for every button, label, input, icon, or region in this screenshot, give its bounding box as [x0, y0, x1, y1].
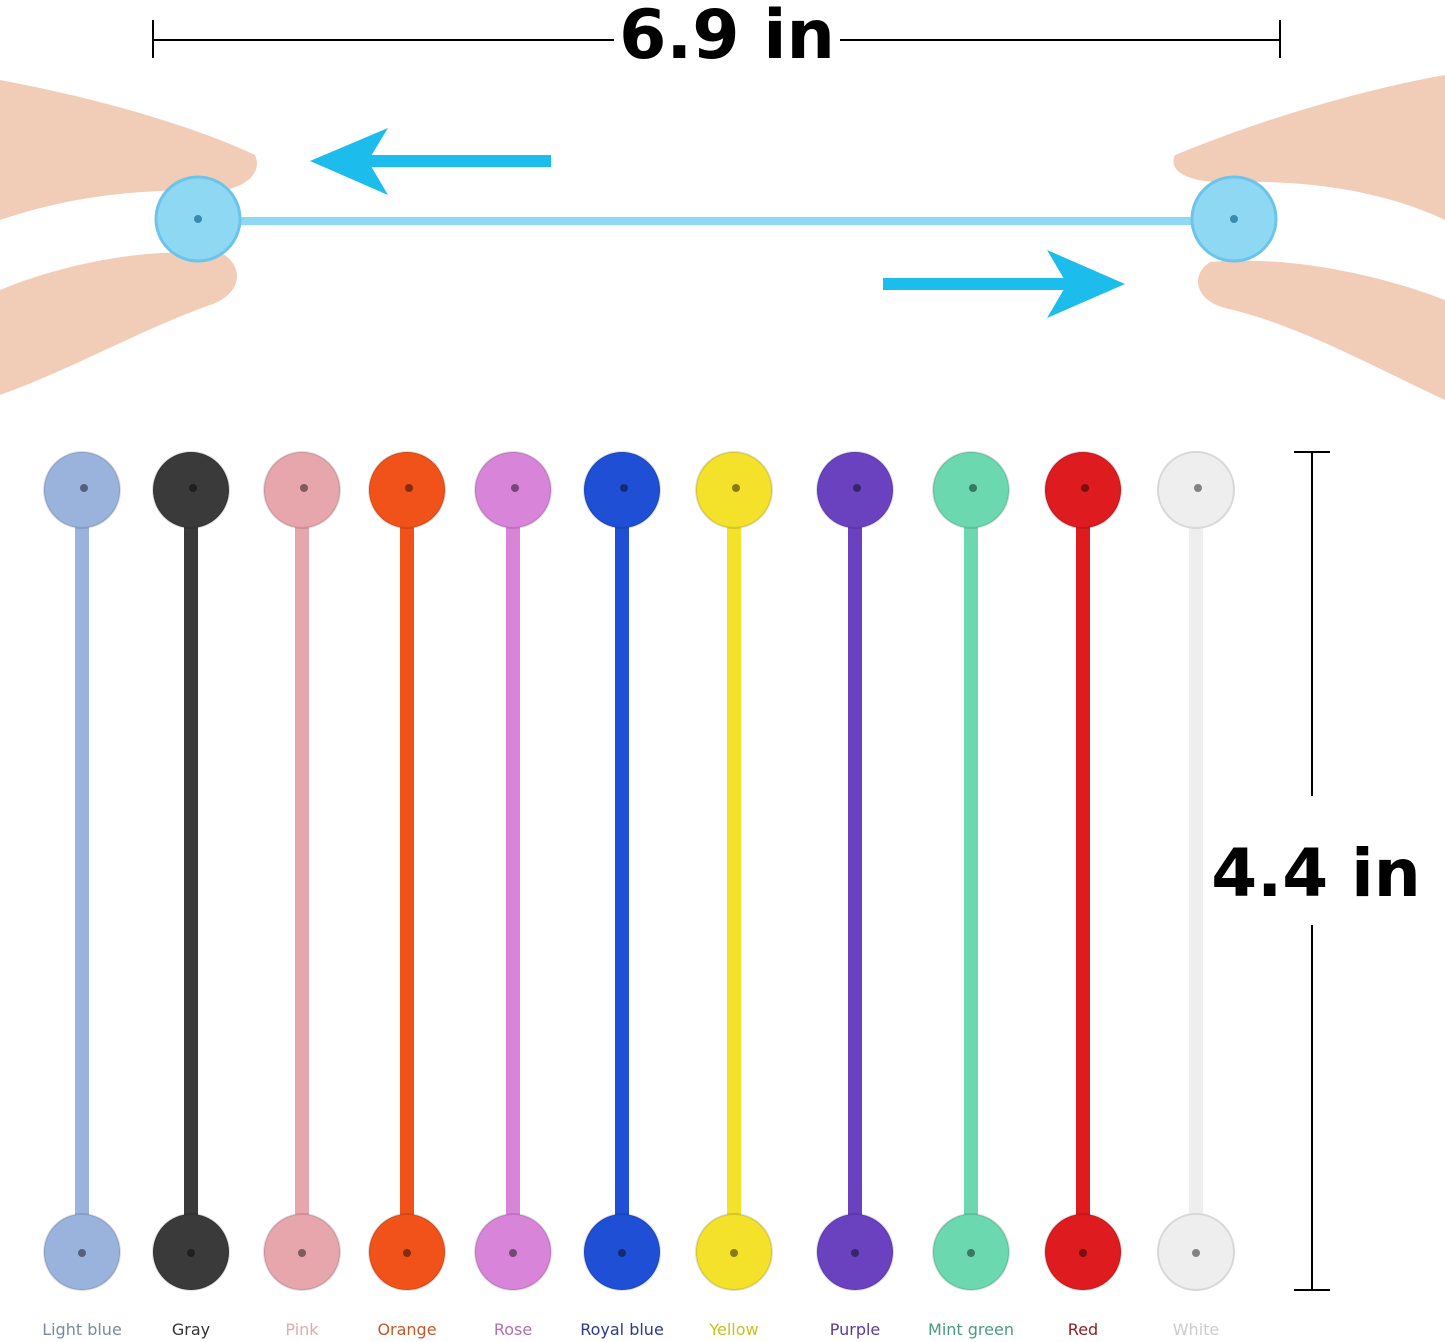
strap-light-blue: Light blue — [42, 451, 122, 1339]
strap-end-bottom — [816, 1213, 894, 1291]
strap-end-top — [368, 451, 446, 529]
stretch-arrows — [310, 128, 1125, 318]
strap-end-top — [1044, 451, 1122, 529]
strap-end-bottom — [1044, 1213, 1122, 1291]
strap-color-label: Pink — [285, 1320, 319, 1339]
strap-end-top — [152, 451, 230, 529]
strap-hole — [1192, 1249, 1200, 1257]
width-dimension: 6.9 in — [152, 0, 1281, 75]
stretched-strap — [154, 175, 1278, 263]
strap-white: White — [1157, 451, 1235, 1339]
strap-hole — [851, 1249, 859, 1257]
strap-hole — [1081, 484, 1089, 492]
strap-rose: Rose — [474, 451, 552, 1339]
strap-color-label: Light blue — [42, 1320, 122, 1339]
strap-end-top — [43, 451, 121, 529]
strap-end-top — [932, 451, 1010, 529]
strap-mint-green: Mint green — [928, 451, 1014, 1339]
strap-purple: Purple — [816, 451, 894, 1339]
strap-orange: Orange — [368, 451, 446, 1339]
strap-hole — [1079, 1249, 1087, 1257]
strap-end-bottom — [263, 1213, 341, 1291]
strap-hole — [300, 484, 308, 492]
right-hand-thumb — [1198, 260, 1445, 400]
strap-hole — [405, 484, 413, 492]
length-label: 6.9 in — [619, 0, 835, 75]
strap-end-bottom — [932, 1213, 1010, 1291]
strap-end-bottom — [583, 1213, 661, 1291]
strap-color-label: Red — [1068, 1320, 1098, 1339]
strap-end-top — [695, 451, 773, 529]
strap-hole — [730, 1249, 738, 1257]
strap-end-top — [583, 451, 661, 529]
strap-hole — [1230, 215, 1238, 223]
strap-hole — [732, 484, 740, 492]
strap-hole — [618, 1249, 626, 1257]
strap-color-label: Gray — [172, 1320, 210, 1339]
strap-color-label: Orange — [377, 1320, 436, 1339]
strap-hole — [187, 1249, 195, 1257]
strap-end-bottom — [368, 1213, 446, 1291]
strap-color-lineup: Light blue Gray Pink Orange Rose Royal blue Ye… — [42, 451, 1235, 1339]
strap-end-top — [474, 451, 552, 529]
strap-hole — [509, 1249, 517, 1257]
strap-yellow: Yellow — [695, 451, 773, 1339]
strap-hole — [1194, 484, 1202, 492]
strap-color-label: Purple — [830, 1320, 881, 1339]
arrow-right-icon — [883, 250, 1125, 318]
strap-hole — [967, 1249, 975, 1257]
strap-end-top — [263, 451, 341, 529]
strap-end-bottom — [152, 1213, 230, 1291]
strap-pink: Pink — [263, 451, 341, 1339]
strap-hole — [853, 484, 861, 492]
strap-end-bottom — [1157, 1213, 1235, 1291]
strap-hole — [80, 484, 88, 492]
strap-gray: Gray — [152, 451, 230, 1339]
height-label: 4.4 in — [1211, 835, 1421, 912]
strap-color-label: Mint green — [928, 1320, 1014, 1339]
strap-end-bottom — [474, 1213, 552, 1291]
strap-hole — [298, 1249, 306, 1257]
strap-end-top — [1157, 451, 1235, 529]
strap-hole — [194, 215, 202, 223]
strap-hole — [511, 484, 519, 492]
strap-end-top — [816, 451, 894, 529]
strap-color-label: Rose — [494, 1320, 532, 1339]
height-dimension: 4.4 in — [1211, 451, 1421, 1291]
strap-red: Red — [1044, 451, 1122, 1339]
strap-hole — [403, 1249, 411, 1257]
strap-hole — [969, 484, 977, 492]
strap-color-label: Yellow — [708, 1320, 758, 1339]
left-hand-thumb — [0, 252, 237, 395]
strap-hole — [189, 484, 197, 492]
strap-color-label: White — [1173, 1320, 1220, 1339]
strap-color-label: Royal blue — [580, 1320, 664, 1339]
arrow-left-icon — [310, 128, 551, 195]
strap-end-bottom — [695, 1213, 773, 1291]
right-hand-upper-finger — [1173, 75, 1445, 220]
strap-hole — [78, 1249, 86, 1257]
strap-royal-blue: Royal blue — [580, 451, 664, 1339]
strap-end-bottom — [43, 1213, 121, 1291]
strap-hole — [620, 484, 628, 492]
